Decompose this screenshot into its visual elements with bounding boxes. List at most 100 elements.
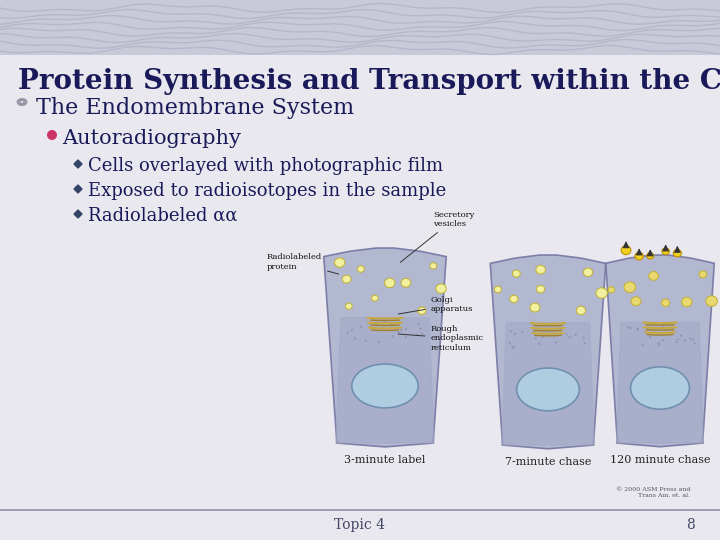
Ellipse shape: [372, 295, 378, 301]
Ellipse shape: [397, 331, 400, 334]
Ellipse shape: [657, 342, 660, 345]
Polygon shape: [324, 248, 446, 447]
Polygon shape: [74, 185, 82, 193]
Text: 120 minute chase: 120 minute chase: [610, 455, 710, 465]
Ellipse shape: [582, 336, 585, 339]
Ellipse shape: [649, 272, 658, 280]
Ellipse shape: [357, 266, 364, 272]
Polygon shape: [74, 210, 82, 218]
Ellipse shape: [538, 342, 541, 345]
Ellipse shape: [391, 335, 394, 338]
Text: Secretory
vesicles: Secretory vesicles: [400, 211, 474, 262]
Ellipse shape: [627, 326, 629, 328]
Polygon shape: [490, 255, 606, 449]
Text: Radiolabeled
protein: Radiolabeled protein: [267, 253, 338, 274]
Ellipse shape: [513, 346, 516, 348]
Ellipse shape: [536, 265, 546, 274]
Ellipse shape: [346, 303, 352, 309]
Ellipse shape: [635, 252, 643, 260]
Ellipse shape: [624, 282, 636, 293]
Ellipse shape: [658, 343, 660, 346]
Text: Rough
endoplasmic
reticulum: Rough endoplasmic reticulum: [398, 325, 484, 352]
Text: Autoradiography: Autoradiography: [62, 129, 241, 148]
Polygon shape: [616, 322, 703, 443]
Ellipse shape: [684, 340, 686, 342]
Ellipse shape: [378, 341, 380, 343]
Ellipse shape: [508, 342, 511, 345]
Ellipse shape: [419, 327, 422, 330]
Text: Topic 4: Topic 4: [335, 518, 385, 532]
Ellipse shape: [342, 275, 351, 283]
Ellipse shape: [584, 342, 586, 345]
Ellipse shape: [662, 326, 665, 328]
Ellipse shape: [621, 246, 631, 255]
Ellipse shape: [682, 297, 692, 307]
Ellipse shape: [565, 333, 568, 335]
Bar: [0, 0, 720, 55]
Ellipse shape: [647, 253, 654, 259]
Ellipse shape: [662, 339, 665, 341]
Ellipse shape: [533, 330, 536, 333]
Text: © 2000 ASM Press and
Trans Am. et. al.: © 2000 ASM Press and Trans Am. et. al.: [616, 487, 690, 498]
Ellipse shape: [335, 258, 345, 267]
Ellipse shape: [662, 328, 665, 330]
Text: 7-minute chase: 7-minute chase: [505, 457, 591, 467]
Ellipse shape: [677, 338, 679, 341]
Ellipse shape: [631, 367, 690, 409]
Ellipse shape: [583, 268, 593, 276]
Ellipse shape: [673, 249, 681, 257]
Ellipse shape: [383, 321, 385, 323]
Ellipse shape: [513, 270, 521, 277]
Text: The Endomembrane System: The Endomembrane System: [36, 97, 354, 119]
Ellipse shape: [418, 323, 420, 325]
Ellipse shape: [642, 343, 644, 346]
Ellipse shape: [706, 296, 717, 306]
Ellipse shape: [430, 263, 437, 269]
Ellipse shape: [510, 295, 518, 302]
Ellipse shape: [436, 284, 446, 293]
Ellipse shape: [569, 336, 571, 339]
Ellipse shape: [405, 335, 407, 338]
Ellipse shape: [636, 327, 639, 330]
Ellipse shape: [692, 339, 695, 341]
Ellipse shape: [689, 338, 692, 340]
Ellipse shape: [400, 329, 402, 331]
Polygon shape: [606, 255, 714, 447]
Ellipse shape: [680, 334, 683, 337]
Text: Golgi
apparatus: Golgi apparatus: [398, 296, 473, 314]
Ellipse shape: [675, 341, 678, 343]
Ellipse shape: [360, 326, 362, 328]
Ellipse shape: [510, 330, 512, 333]
Ellipse shape: [405, 327, 407, 330]
Ellipse shape: [631, 297, 641, 306]
Text: Cells overlayed with photographic film: Cells overlayed with photographic film: [88, 157, 443, 175]
Ellipse shape: [693, 342, 696, 345]
Ellipse shape: [418, 307, 426, 314]
Ellipse shape: [401, 278, 410, 287]
Text: 3-minute label: 3-minute label: [344, 455, 426, 465]
Ellipse shape: [629, 327, 631, 329]
Ellipse shape: [420, 333, 423, 335]
Polygon shape: [74, 160, 82, 168]
Ellipse shape: [354, 338, 356, 340]
Ellipse shape: [541, 334, 544, 336]
Ellipse shape: [375, 323, 378, 326]
Ellipse shape: [384, 278, 395, 288]
Ellipse shape: [662, 248, 670, 255]
Ellipse shape: [662, 299, 670, 307]
Ellipse shape: [521, 331, 523, 334]
Ellipse shape: [649, 336, 652, 338]
Ellipse shape: [636, 328, 639, 330]
Ellipse shape: [542, 335, 544, 338]
Text: Exposed to radioisotopes in the sample: Exposed to radioisotopes in the sample: [88, 182, 446, 200]
Text: Protein Synthesis and Transport within the Cell: Protein Synthesis and Transport within t…: [18, 68, 720, 95]
Ellipse shape: [575, 334, 577, 336]
Ellipse shape: [530, 303, 540, 312]
Polygon shape: [502, 323, 594, 445]
Ellipse shape: [534, 337, 537, 340]
Ellipse shape: [549, 333, 551, 335]
Ellipse shape: [699, 271, 707, 278]
Text: 8: 8: [686, 518, 695, 532]
Ellipse shape: [517, 368, 580, 411]
Ellipse shape: [608, 287, 615, 293]
